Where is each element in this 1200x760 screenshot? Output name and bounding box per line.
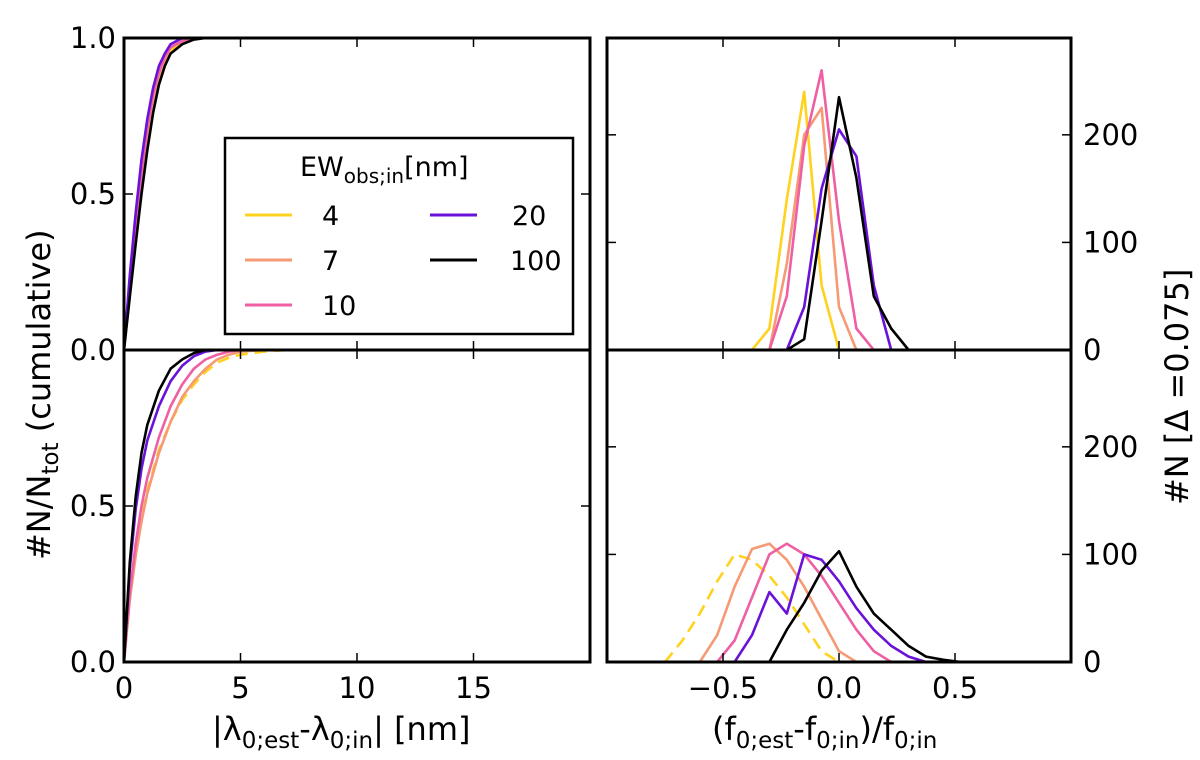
x-tick-label: 0.0 bbox=[816, 671, 862, 705]
series-line-ew-100 bbox=[786, 95, 910, 350]
panel-bottom-right: 0 100 200 −0.5 0.0 0.5 bbox=[605, 348, 1138, 705]
legend-label-10: 10 bbox=[322, 291, 356, 322]
y-tick-label: 100 bbox=[1083, 537, 1138, 571]
y-axis-label-right: #N [Δ =0.075] bbox=[1158, 269, 1196, 505]
series-group bbox=[124, 350, 288, 662]
plot-frame bbox=[122, 348, 592, 664]
legend-label-100: 100 bbox=[510, 246, 562, 277]
panel-bottom-left: 0.0 0.5 0 5 10 15 bbox=[70, 348, 592, 705]
series-line-ew-7 bbox=[698, 542, 858, 662]
series-line-ew-7 bbox=[124, 350, 264, 662]
y-tick-label: 200 bbox=[1083, 118, 1138, 152]
series-line-ew-20 bbox=[124, 350, 218, 662]
x-axis-label-right: (f0;est-f0;in)/f0;in bbox=[712, 710, 937, 754]
y-tick-label: 0.5 bbox=[70, 489, 116, 523]
y-tick-label: 0.0 bbox=[70, 645, 116, 679]
legend-label-20: 20 bbox=[512, 201, 546, 232]
series-line-ew-4 bbox=[750, 90, 841, 350]
legend-title: EWobs;in[nm] bbox=[300, 152, 469, 188]
x-tick-label: 0 bbox=[115, 671, 133, 705]
series-line-ew-100 bbox=[768, 549, 961, 662]
series-line-ew-10 bbox=[768, 69, 875, 350]
y-axis-label-left: #N/Ntot (cumulative) bbox=[20, 229, 64, 560]
series-line-ew-4 bbox=[124, 350, 288, 662]
series-line-ew-20 bbox=[785, 128, 893, 350]
panel-top-left: 0.0 0.5 1.0 bbox=[70, 21, 592, 367]
panel-top-right: 0 100 200 bbox=[605, 36, 1138, 367]
series-line-ew-20 bbox=[124, 38, 194, 350]
legend-box bbox=[223, 136, 575, 336]
x-tick-label: 0.5 bbox=[932, 671, 978, 705]
series-line-ew-7 bbox=[768, 106, 858, 350]
x-tick-label: 15 bbox=[455, 671, 492, 705]
series-line-ew-4 bbox=[124, 38, 206, 350]
x-axis-label-left: |λ0;est-λ0;in| [nm] bbox=[212, 710, 470, 754]
y-tick-label: 0.5 bbox=[70, 177, 116, 211]
x-tick-label: −0.5 bbox=[688, 671, 758, 705]
series-group bbox=[750, 69, 910, 350]
x-tick-label: 5 bbox=[231, 671, 249, 705]
y-tick-label: 0 bbox=[1083, 333, 1101, 367]
series-line-ew-100 bbox=[124, 350, 206, 662]
series-group bbox=[663, 542, 961, 662]
y-tick-label: 200 bbox=[1083, 430, 1138, 464]
legend-label-7: 7 bbox=[322, 246, 339, 277]
y-tick-label: 0.0 bbox=[70, 333, 116, 367]
x-tick-label: 10 bbox=[339, 671, 376, 705]
legend: EWobs;in[nm] 4 7 10 20 100 bbox=[223, 136, 575, 336]
y-tick-label: 0 bbox=[1083, 645, 1101, 679]
plot-frame bbox=[605, 348, 1073, 664]
series-group bbox=[124, 38, 206, 350]
series-line-ew-4 bbox=[663, 553, 840, 662]
series-line-ew-10 bbox=[124, 350, 241, 662]
series-line-ew-20 bbox=[733, 553, 927, 662]
y-tick-label: 1.0 bbox=[70, 21, 116, 55]
y-tick-label: 100 bbox=[1083, 225, 1138, 259]
series-line-ew-100 bbox=[124, 38, 206, 350]
legend-label-4: 4 bbox=[322, 201, 339, 232]
